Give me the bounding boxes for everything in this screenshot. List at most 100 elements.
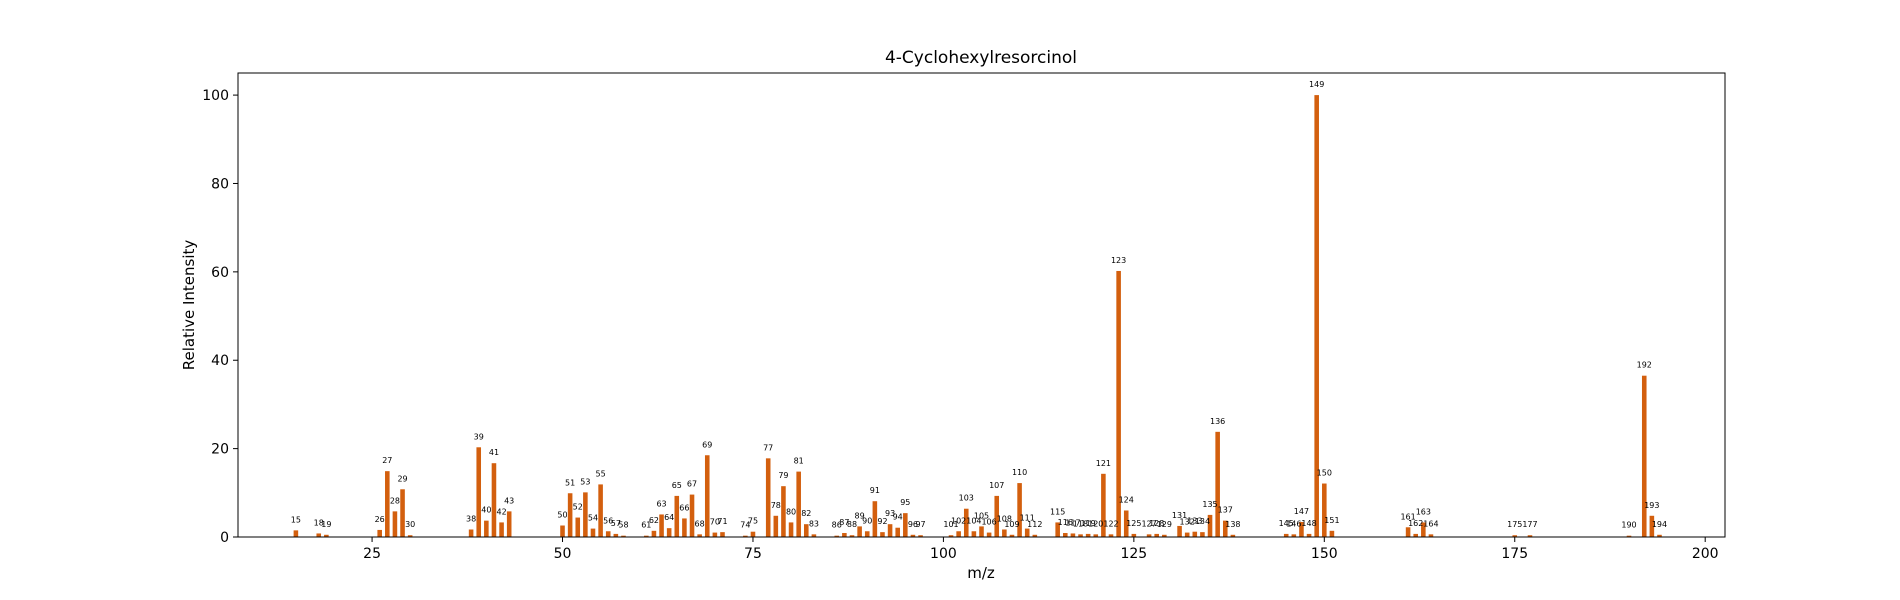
- peak-label-101: 101: [943, 520, 958, 529]
- peak-bar-193: [1649, 515, 1655, 537]
- peak-bar-134: [1200, 532, 1205, 537]
- peak-label-133: 133: [1187, 517, 1202, 526]
- peak-label-97: 97: [915, 520, 925, 529]
- peak-label-53: 53: [580, 477, 590, 486]
- peak-label-71: 71: [717, 517, 727, 526]
- peak-bar-115: [1055, 522, 1060, 537]
- peak-bar-18: [316, 533, 322, 537]
- peak-bar-104: [971, 531, 977, 537]
- peak-bar-87: [842, 533, 847, 537]
- peak-bar-28: [392, 511, 398, 537]
- peak-bar-128: [1154, 533, 1159, 537]
- peak-label-149: 149: [1309, 80, 1324, 89]
- peak-bar-89: [857, 526, 862, 537]
- x-axis-label: m/z: [967, 564, 995, 582]
- peak-label-105: 105: [974, 511, 989, 520]
- peak-label-129: 129: [1157, 520, 1172, 529]
- peak-label-42: 42: [496, 507, 506, 516]
- peak-label-150: 150: [1317, 469, 1332, 478]
- peak-bar-116: [1063, 533, 1068, 537]
- peak-bar-79: [781, 486, 786, 537]
- peak-label-192: 192: [1637, 361, 1652, 370]
- peak-bar-190: [1626, 535, 1632, 537]
- peak-label-54: 54: [588, 514, 598, 523]
- peak-label-162: 162: [1408, 519, 1423, 528]
- peak-bar-55: [598, 484, 603, 537]
- peak-bar-78: [773, 515, 779, 537]
- peak-label-38: 38: [466, 514, 476, 523]
- peak-label-164: 164: [1423, 519, 1438, 528]
- peak-label-41: 41: [489, 448, 499, 457]
- peak-label-74: 74: [740, 521, 750, 530]
- peak-label-115: 115: [1050, 507, 1065, 516]
- peak-bar-38: [468, 529, 474, 537]
- peak-bar-175: [1512, 535, 1518, 537]
- x-tick-label: 25: [363, 546, 381, 562]
- y-tick-label: 100: [202, 88, 229, 104]
- peak-bar-109: [1009, 534, 1015, 537]
- peak-label-19: 19: [321, 520, 331, 529]
- peak-label-123: 123: [1111, 256, 1126, 265]
- peak-bar-58: [621, 535, 626, 537]
- peak-bar-57: [613, 533, 619, 537]
- peak-bar-39: [476, 447, 482, 537]
- peak-bar-86: [834, 535, 840, 537]
- peak-label-138: 138: [1225, 520, 1240, 529]
- peak-bar-101: [948, 535, 954, 537]
- peak-label-87: 87: [839, 518, 849, 527]
- peak-bar-118: [1078, 534, 1083, 537]
- peak-bar-163: [1421, 522, 1426, 537]
- peak-bar-150: [1322, 483, 1327, 537]
- peak-bar-111: [1024, 528, 1030, 537]
- peak-bar-82: [804, 524, 809, 537]
- peak-bar-120: [1093, 534, 1099, 537]
- peak-bar-133: [1192, 531, 1198, 537]
- peak-label-75: 75: [748, 517, 758, 526]
- peak-bar-75: [750, 531, 756, 537]
- peak-bar-81: [796, 471, 801, 537]
- peak-label-61: 61: [641, 521, 651, 530]
- peak-bar-62: [651, 530, 657, 537]
- peak-bar-71: [720, 532, 725, 537]
- peak-label-111: 111: [1020, 514, 1035, 523]
- peak-label-137: 137: [1218, 506, 1233, 515]
- peak-bar-110: [1017, 483, 1022, 537]
- y-axis-label: Relative Intensity: [180, 240, 198, 371]
- peak-label-124: 124: [1119, 495, 1134, 504]
- x-tick-label: 100: [930, 546, 957, 562]
- peak-label-134: 134: [1195, 517, 1210, 526]
- peak-label-146: 146: [1286, 519, 1301, 528]
- peak-bar-145: [1283, 533, 1289, 537]
- peak-bar-64: [666, 528, 672, 537]
- peak-label-194: 194: [1652, 520, 1667, 529]
- peak-bar-19: [324, 534, 329, 537]
- peak-label-132: 132: [1180, 518, 1195, 527]
- peak-label-68: 68: [695, 519, 705, 528]
- peak-label-81: 81: [794, 457, 804, 466]
- peak-bar-129: [1162, 534, 1167, 537]
- peak-label-51: 51: [565, 478, 575, 487]
- peak-bar-102: [956, 531, 961, 537]
- peak-bar-65: [674, 495, 680, 537]
- peak-label-28: 28: [390, 496, 400, 505]
- peak-label-161: 161: [1400, 512, 1415, 521]
- peak-label-110: 110: [1012, 468, 1027, 477]
- peak-label-147: 147: [1294, 507, 1309, 516]
- peak-bar-117: [1070, 533, 1076, 537]
- peak-label-39: 39: [474, 432, 484, 441]
- x-tick-label: 200: [1692, 546, 1719, 562]
- peak-bar-94: [895, 527, 900, 537]
- peak-bar-149: [1314, 95, 1319, 537]
- peak-label-77: 77: [763, 443, 773, 452]
- peak-label-128: 128: [1149, 519, 1164, 528]
- peak-bar-192: [1641, 375, 1647, 537]
- x-tick-label: 125: [1120, 546, 1147, 562]
- peak-label-119: 119: [1081, 519, 1096, 528]
- peak-bar-125: [1131, 533, 1137, 537]
- peak-label-64: 64: [664, 513, 674, 522]
- peak-label-70: 70: [710, 518, 720, 527]
- peak-bar-151: [1329, 530, 1335, 537]
- peak-bar-136: [1215, 431, 1220, 537]
